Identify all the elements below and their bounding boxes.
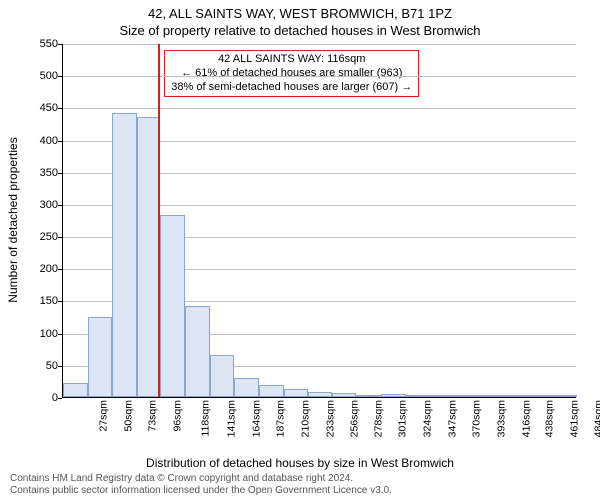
y-tick-label: 200 [24,263,58,275]
x-tick-label: 164sqm [250,400,262,437]
histogram-bar [137,117,161,397]
x-tick-label: 187sqm [275,400,287,437]
histogram-bar [284,389,309,397]
y-tick-mark [58,173,62,174]
histogram-bar [88,317,113,397]
y-tick-label: 350 [24,167,58,179]
x-tick-label: 118sqm [200,400,212,437]
histogram-bar [210,355,235,397]
histogram-bar [356,395,381,397]
y-tick-label: 100 [24,328,58,340]
y-tick-label: 0 [24,392,58,404]
histogram-bar [234,378,259,397]
y-tick-mark [58,398,62,399]
y-tick-mark [58,108,62,109]
histogram-bar [112,113,137,397]
histogram-bar [160,215,185,397]
histogram-bar [185,306,210,397]
x-tick-label: 461sqm [568,400,580,437]
x-tick-label: 141sqm [225,400,237,437]
x-tick-label: 393sqm [495,400,507,437]
marker-line [158,44,160,397]
annotation-line-1: 42 ALL SAINTS WAY: 116sqm [171,53,412,67]
histogram-plot-area: 42 ALL SAINTS WAY: 116sqm ← 61% of detac… [62,44,576,398]
y-tick-label: 250 [24,231,58,243]
histogram-bar [503,395,528,397]
gridline [63,108,576,109]
histogram-bar [480,395,504,397]
y-tick-mark [58,301,62,302]
gridline [63,44,576,45]
page-title-subtitle: Size of property relative to detached ho… [0,21,600,38]
gridline [63,76,576,77]
page-title-address: 42, ALL SAINTS WAY, WEST BROMWICH, B71 1… [0,0,600,21]
histogram-bar [455,395,480,397]
y-tick-mark [58,141,62,142]
x-tick-label: 484sqm [593,400,600,437]
x-tick-label: 324sqm [421,400,433,437]
y-tick-label: 450 [24,102,58,114]
y-tick-mark [58,366,62,367]
y-tick-label: 400 [24,135,58,147]
x-tick-label: 347sqm [446,400,458,437]
x-tick-label: 50sqm [122,400,134,432]
footer-attribution: Contains HM Land Registry data © Crown c… [10,473,392,497]
y-tick-mark [58,334,62,335]
histogram-bar [259,385,284,397]
x-tick-label: 210sqm [299,400,311,437]
footer-line-2: Contains public sector information licen… [10,485,392,497]
x-tick-label: 73sqm [147,400,159,432]
y-tick-mark [58,76,62,77]
y-tick-mark [58,205,62,206]
x-tick-label: 96sqm [171,400,183,432]
x-axis-label: Distribution of detached houses by size … [0,456,600,470]
annotation-line-3: 38% of semi-detached houses are larger (… [171,81,412,95]
footer-line-1: Contains HM Land Registry data © Crown c… [10,473,392,485]
y-tick-mark [58,44,62,45]
y-tick-label: 500 [24,70,58,82]
histogram-bar [332,393,357,398]
x-tick-label: 278sqm [372,400,384,437]
histogram-bar [430,395,455,397]
histogram-bar [528,395,553,397]
y-tick-label: 150 [24,295,58,307]
histogram-bar [406,395,431,397]
x-tick-label: 256sqm [349,400,361,437]
histogram-bar [381,394,406,397]
x-tick-label: 301sqm [397,400,409,437]
x-tick-label: 416sqm [520,400,532,437]
annotation-box: 42 ALL SAINTS WAY: 116sqm ← 61% of detac… [164,50,419,97]
y-axis-label: Number of detached properties [6,137,20,302]
y-tick-label: 50 [24,360,58,372]
y-tick-mark [58,237,62,238]
histogram-bar [308,392,332,397]
y-tick-label: 550 [24,38,58,50]
histogram-bar [552,395,577,397]
x-tick-label: 233sqm [324,400,336,437]
x-tick-label: 27sqm [98,400,110,432]
annotation-line-2: ← 61% of detached houses are smaller (96… [171,67,412,81]
x-tick-label: 438sqm [543,400,555,437]
y-tick-mark [58,269,62,270]
histogram-bar [63,383,88,397]
y-tick-label: 300 [24,199,58,211]
x-tick-label: 370sqm [471,400,483,437]
